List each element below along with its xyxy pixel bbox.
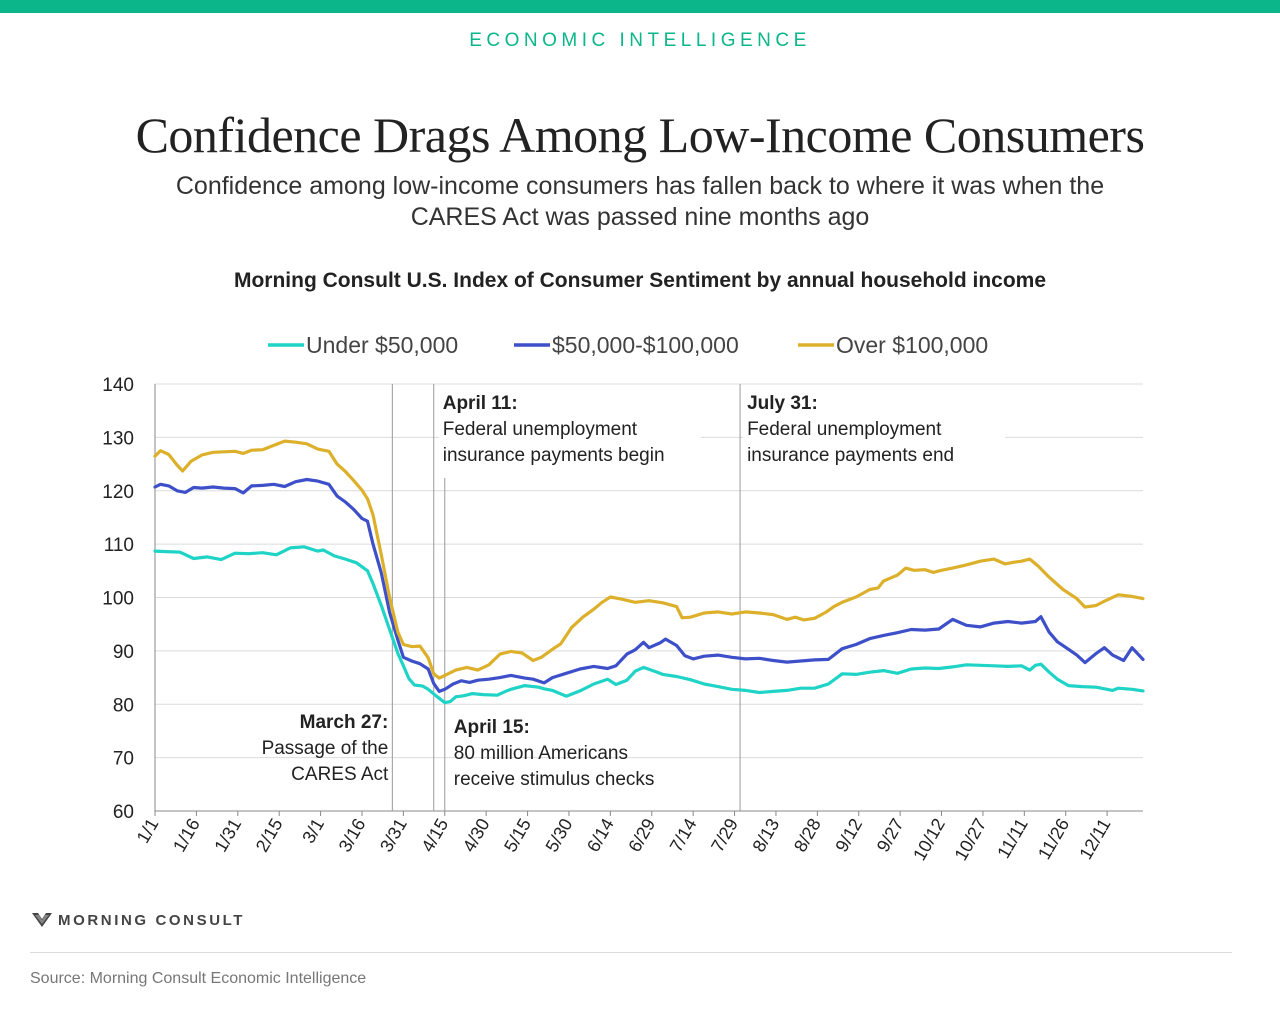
annotation-title-july-31: July 31: (747, 393, 818, 414)
x-tick-label: 12/11 (1075, 815, 1114, 863)
y-tick-label: 60 (113, 802, 134, 823)
x-tick-label: 9/27 (873, 815, 908, 855)
y-tick-label: 80 (113, 695, 134, 716)
x-tick-label: 1/1 (133, 815, 163, 847)
x-tick-label: 7/14 (666, 815, 701, 855)
x-tick-label: 5/15 (500, 815, 535, 855)
legend-label: Under $50,000 (306, 332, 458, 358)
x-tick-label: 3/16 (335, 815, 370, 855)
y-tick-label: 110 (104, 535, 134, 556)
annotation-title-april-11: April 11: (443, 393, 518, 414)
x-tick-label: 7/29 (707, 815, 742, 855)
x-tick-label: 5/30 (542, 815, 577, 855)
page-subtitle: Confidence among low-income consumers ha… (175, 172, 1105, 231)
annotation-text-april-11: Federal unemployment (443, 419, 638, 440)
y-tick-label: 90 (113, 642, 134, 663)
y-tick-label: 130 (102, 428, 134, 449)
annotation-text-april-15: receive stimulus checks (454, 769, 655, 790)
x-tick-label: 3/31 (376, 815, 411, 855)
x-tick-label: 10/27 (951, 815, 991, 864)
x-tick-label: 3/1 (298, 815, 328, 847)
x-tick-label: 2/15 (252, 815, 287, 855)
annotation-backdrop (743, 389, 1006, 465)
legend-label: Over $100,000 (836, 332, 988, 358)
x-tick-label: 11/26 (1034, 815, 1073, 863)
series-line-over-100k (153, 439, 1145, 680)
x-tick-label: 11/11 (993, 815, 1032, 862)
x-tick-label: 9/12 (831, 815, 866, 855)
x-tick-label: 10/12 (909, 815, 949, 864)
annotation-text-july-31: Federal unemployment (747, 419, 942, 440)
x-tick-label: 6/29 (624, 815, 659, 855)
y-tick-label: 100 (102, 589, 134, 610)
brand-logo: MORNING CONSULT (32, 909, 245, 931)
top-accent-bar (0, 0, 1280, 13)
morning-consult-logo-icon (32, 913, 52, 927)
chart-heading: Morning Consult U.S. Index of Consumer S… (233, 269, 1047, 292)
annotation-text-march-27: CARES Act (291, 764, 389, 785)
line-chart: 60 70 80 90 100 110 120 130 140 1/1 1/16 1/31 2/15 3/… (102, 332, 1145, 864)
annotation-title-march-27: March 27: (300, 712, 389, 733)
x-tick-label: 8/28 (790, 815, 825, 855)
kicker: ECONOMIC INTELLIGENCE (469, 30, 811, 51)
footer-divider (30, 952, 1232, 953)
series-line-under-50k (153, 545, 1145, 705)
annotation-text-april-11: insurance payments begin (443, 445, 665, 466)
annotation-text-july-31: insurance payments end (747, 445, 954, 466)
y-tick-label: 140 (102, 375, 134, 396)
source-note: Source: Morning Consult Economic Intelli… (30, 970, 367, 987)
annotation-backdrop (438, 389, 701, 465)
legend-label: $50,000-$100,000 (552, 332, 739, 358)
brand-name: MORNING CONSULT (58, 911, 246, 929)
page-title: Confidence Drags Among Low-Income Consum… (135, 107, 1145, 163)
annotation-title-april-15: April 15: (454, 717, 530, 738)
annotation-text-march-27: Passage of the (262, 738, 389, 759)
x-tick-label: 6/14 (583, 815, 618, 855)
x-tick-label: 1/16 (169, 815, 204, 855)
x-tick-label: 4/15 (417, 815, 452, 855)
annotation-text-april-15: 80 million Americans (454, 743, 628, 764)
x-tick-label: 4/30 (459, 815, 494, 855)
y-tick-label: 70 (113, 749, 134, 770)
x-tick-label: 1/31 (210, 815, 245, 855)
y-tick-label: 120 (102, 482, 134, 503)
x-tick-label: 8/13 (749, 815, 784, 855)
series-line-50k-100k (153, 477, 1145, 693)
